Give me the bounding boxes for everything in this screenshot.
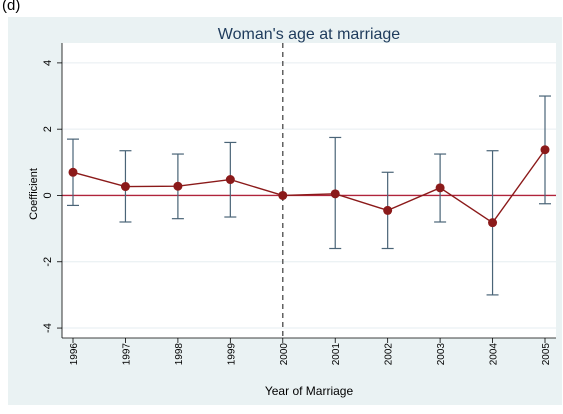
data-point: [173, 181, 183, 191]
data-point: [68, 167, 78, 177]
series-line: [72, 149, 546, 224]
grid: [62, 62, 556, 329]
x-tick-label: 2000: [279, 343, 290, 366]
data-point: [330, 189, 340, 199]
x-tick-label: 1996: [69, 343, 80, 366]
data-point: [225, 175, 235, 185]
x-tick-label: 2001: [331, 343, 342, 366]
x-tick-label: 1997: [121, 343, 132, 366]
data-points: [68, 145, 550, 228]
data-point: [540, 145, 550, 155]
axes: [61, 43, 556, 339]
data-point: [120, 182, 130, 192]
y-axis-label: Coefficient: [28, 168, 40, 220]
x-ticks: 1996 1997 1998 1999 2000 2001 2002 2003 2004 2005: [69, 338, 552, 365]
data-point: [383, 205, 393, 215]
x-tick-label: 2002: [384, 343, 395, 366]
x-tick-label: 1999: [226, 343, 237, 366]
y-ticks: -4 -2 0 2 4: [42, 60, 62, 333]
x-axis-label: Year of Marriage: [265, 384, 354, 398]
y-tick-label: 4: [42, 60, 54, 66]
chart-title: Woman's age at marriage: [218, 26, 401, 43]
data-point: [435, 183, 445, 193]
data-point: [278, 190, 288, 200]
x-tick-label: 1998: [174, 343, 185, 366]
x-tick-label: 2003: [436, 343, 447, 366]
y-tick-label: 0: [42, 192, 54, 198]
y-tick-label: 2: [42, 126, 54, 132]
reference-lines: [62, 43, 556, 338]
series-polyline: [72, 149, 546, 224]
panel-label: (d): [2, 0, 21, 14]
x-tick-label: 2004: [489, 343, 500, 366]
data-point: [488, 218, 498, 228]
y-tick-label: -4: [42, 323, 54, 333]
y-tick-label: -2: [42, 257, 54, 267]
x-tick-label: 2005: [541, 343, 552, 366]
plot-area: [62, 43, 556, 338]
